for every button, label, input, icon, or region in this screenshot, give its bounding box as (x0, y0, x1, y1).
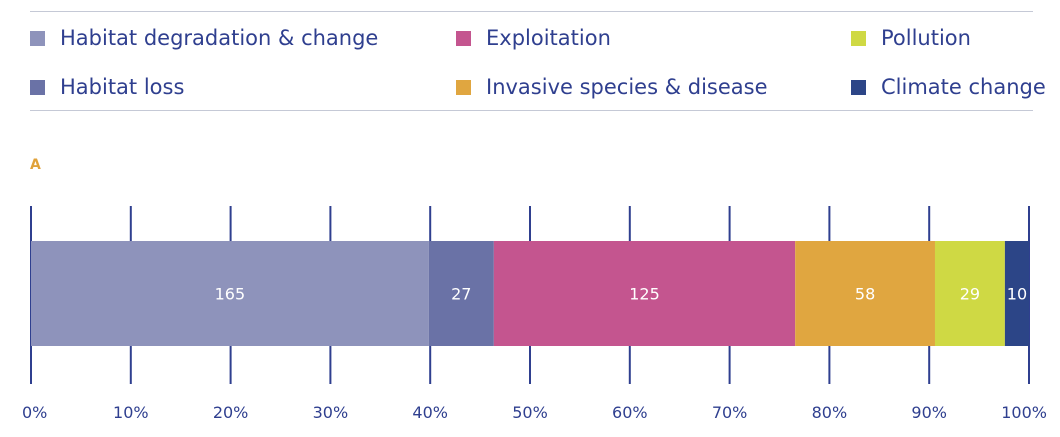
bar-segment-exploitation (493, 241, 796, 346)
legend-label-habitat-loss: Habitat loss (60, 75, 185, 99)
legend-swatch-habitat-degradation (30, 30, 45, 46)
x-tick-label: 50% (512, 403, 548, 422)
x-tick-label: 100% (1001, 403, 1047, 422)
bar-value-label-habitat-loss: 27 (451, 285, 471, 304)
legend-item-climate-change: Climate change (851, 75, 1046, 99)
bar-value-label-climate-change: 10 (1007, 285, 1027, 304)
legend-item-exploitation: Exploitation (456, 26, 611, 50)
bar-segment-habitat-degradation-change (31, 241, 429, 346)
legend-item-habitat-degradation: Habitat degradation & change (30, 26, 378, 50)
bar-segment-climate-change (1004, 241, 1029, 346)
bar-value-label-habitat-degradation-change: 165 (215, 285, 246, 304)
legend-label-exploitation: Exploitation (486, 26, 611, 50)
x-tick-label: 0% (22, 403, 47, 422)
x-tick-label: 60% (612, 403, 648, 422)
bar-segment-pollution (934, 241, 1005, 346)
legend-label-habitat-degradation: Habitat degradation & change (60, 26, 379, 50)
legend-top-rule (30, 11, 1033, 12)
legend-item-habitat-loss: Habitat loss (30, 75, 184, 99)
legend-item-invasive-species: Invasive species & disease (456, 75, 768, 99)
legend-swatch-exploitation (456, 30, 471, 46)
legend-label-invasive-species: Invasive species & disease (486, 75, 768, 99)
legend-swatch-invasive-species (456, 79, 471, 95)
panel-label: A (30, 157, 41, 173)
bar-segment-habitat-loss (428, 241, 494, 346)
bar-value-label-pollution: 29 (960, 285, 980, 304)
legend-bottom-rule (30, 110, 1033, 111)
legend-swatch-climate-change (851, 79, 866, 95)
x-tick-label: 80% (812, 403, 848, 422)
bar-value-label-exploitation: 125 (629, 285, 660, 304)
legend-item-pollution: Pollution (851, 26, 971, 50)
legend-swatch-habitat-loss (30, 79, 45, 95)
legend-label-pollution: Pollution (881, 26, 971, 50)
x-tick-label: 40% (412, 403, 448, 422)
x-tick-label: 10% (113, 403, 149, 422)
legend-swatch-pollution (851, 30, 866, 46)
legend-label-climate-change: Climate change (881, 75, 1046, 99)
x-tick-label: 20% (213, 403, 249, 422)
x-tick-label: 90% (911, 403, 947, 422)
bar-value-label-invasive-species-disease: 58 (855, 285, 875, 304)
bar-segment-invasive-species-disease (795, 241, 935, 346)
x-tick-label: 30% (313, 403, 349, 422)
x-tick-label: 70% (712, 403, 748, 422)
